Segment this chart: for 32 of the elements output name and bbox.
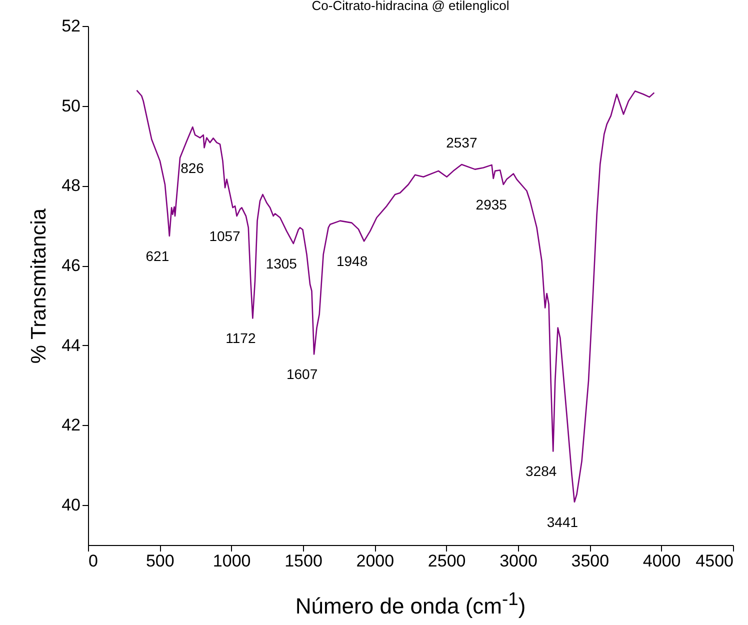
x-tick-label: 0 (88, 552, 98, 570)
line-series (136, 90, 655, 503)
x-tick-label: 2000 (356, 552, 394, 570)
y-tick-label: 50 (62, 96, 80, 116)
annotation: 1172 (226, 330, 256, 346)
x-tick-label: 2500 (428, 552, 466, 570)
x-tick-label: 1000 (212, 552, 251, 570)
y-tick-label: 46 (62, 256, 80, 276)
annotation: 3441 (546, 514, 578, 530)
y-axis-title: % Transmitancia (28, 208, 51, 364)
annotation: 826 (180, 160, 204, 176)
x-tick-label: 4000 (642, 552, 681, 570)
y-tick-label: 42 (62, 416, 80, 435)
annotation: 1948 (336, 253, 368, 270)
annotation: 2537 (446, 134, 478, 151)
annotation: 1305 (266, 256, 298, 272)
x-tick-label: 3500 (571, 552, 610, 570)
annotation: 1057 (209, 228, 241, 244)
x-axis-title: Número de onda (cm$^{-1}$) (294, 588, 527, 620)
annotation: 621 (146, 248, 170, 264)
chart-title: Co-Citrato-hidracina @ etilenglicol (312, 0, 510, 13)
x-tick-label: 1500 (284, 552, 322, 570)
x-tick-label: 4500 (696, 552, 734, 570)
annotation: 3284 (526, 463, 557, 480)
y-tick-label: 44 (62, 336, 80, 355)
x-tick-label: 500 (146, 552, 174, 570)
x-tick-label: 3000 (500, 552, 538, 570)
y-tick-label: 52 (62, 16, 80, 36)
annotation: 1607 (286, 366, 318, 382)
y-tick-label: 40 (62, 496, 80, 515)
annotation: 2935 (476, 196, 508, 212)
y-tick-label: 48 (62, 176, 80, 196)
